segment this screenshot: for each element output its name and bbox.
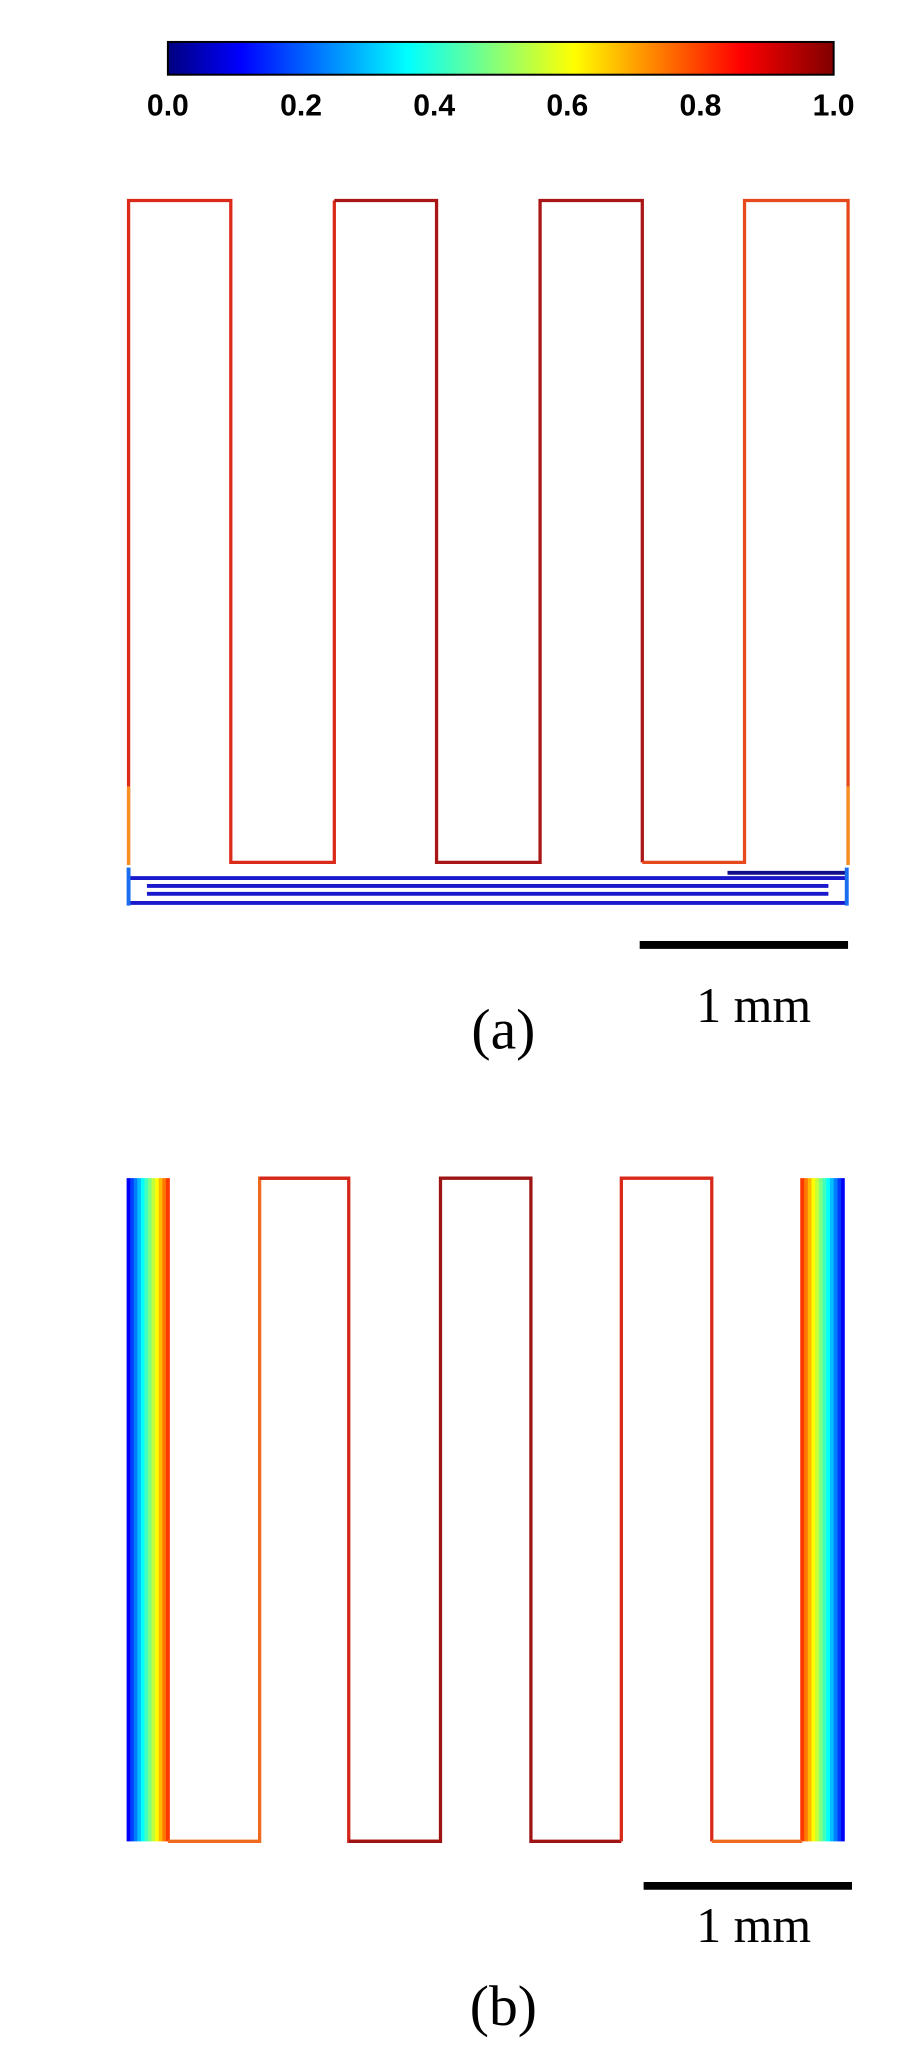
channel-segment xyxy=(642,198,850,865)
channel-segment xyxy=(259,1176,441,1843)
panel-a-outlet xyxy=(126,867,849,906)
channel-segment xyxy=(334,198,644,864)
colorbar-tick-label: 0.4 xyxy=(413,89,455,122)
colorbar-ticks: 0.0 0.2 0.4 0.6 0.8 1.0 xyxy=(147,89,855,122)
channel-segment xyxy=(619,1176,714,1842)
caption: (b) xyxy=(470,1975,537,2038)
panel-b-gradient xyxy=(126,1178,845,1842)
colorbar-tick-label: 0.2 xyxy=(280,89,322,122)
scale-label: 1 mm xyxy=(696,1898,811,1953)
channel-segment xyxy=(167,1176,349,1843)
colorbar xyxy=(166,40,835,76)
panel-a-channel xyxy=(126,198,850,865)
panel-b-channel xyxy=(167,1176,803,1843)
colorbar-tick-label: 0.8 xyxy=(680,89,722,122)
channel-segment xyxy=(348,1176,622,1843)
colorbar-tick-label: 0.6 xyxy=(546,89,588,122)
caption: (a) xyxy=(471,998,535,1061)
colorbar-tick-label: 0.0 xyxy=(147,89,189,122)
scale-label: 1 mm xyxy=(696,978,811,1033)
channel-segment xyxy=(126,198,336,865)
colorbar-tick-label: 1.0 xyxy=(813,89,855,122)
